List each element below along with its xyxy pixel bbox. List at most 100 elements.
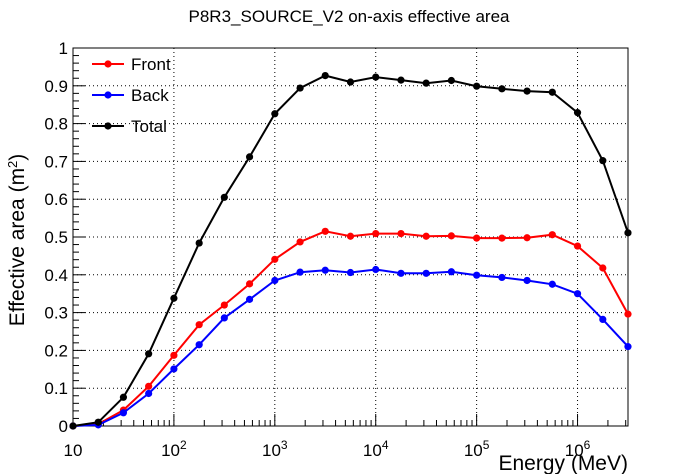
x-tick-label: 10	[64, 441, 83, 460]
data-point-front	[422, 232, 430, 240]
legend-label-back: Back	[131, 86, 169, 105]
x-tick-label: 106	[565, 438, 591, 460]
y-tick-label: 0.8	[44, 115, 68, 134]
data-point-total	[548, 88, 556, 96]
y-tick-label: 1	[59, 39, 68, 58]
data-point-front	[145, 382, 153, 390]
data-point-total	[145, 350, 153, 358]
data-point-front	[498, 234, 506, 242]
data-point-front	[397, 229, 405, 238]
data-point-front	[170, 351, 178, 359]
data-point-front	[372, 229, 380, 238]
legend-label-total: Total	[131, 117, 167, 136]
data-point-back	[346, 268, 355, 277]
data-point-total	[296, 84, 304, 92]
data-point-back	[271, 276, 279, 285]
legend-marker-back	[104, 91, 112, 99]
y-tick-label: 0.6	[44, 190, 68, 209]
y-axis-title: Effective area (m2)	[5, 154, 30, 327]
x-tick-label-base: 10	[565, 441, 584, 460]
data-point-total	[599, 157, 607, 165]
x-tick-label-exponent: 2	[180, 438, 187, 452]
data-point-back	[245, 295, 254, 303]
x-tick-label-base: 10	[464, 441, 483, 460]
data-point-front	[447, 232, 455, 240]
data-point-total	[69, 422, 77, 430]
grid-lines	[73, 48, 628, 426]
data-point-back	[372, 265, 380, 274]
data-point-back	[170, 365, 178, 373]
data-point-total	[321, 71, 329, 80]
data-point-total	[271, 110, 279, 118]
data-point-total	[573, 109, 582, 117]
data-point-total	[220, 193, 228, 201]
data-point-back	[321, 266, 329, 274]
data-point-back	[573, 290, 582, 298]
y-tick-label: 0.1	[44, 379, 68, 398]
data-point-front	[245, 280, 254, 288]
data-point-front	[599, 264, 607, 272]
y-axis-title-sup: 2	[5, 161, 20, 168]
data-point-front	[271, 255, 279, 263]
data-point-total	[523, 87, 531, 95]
data-point-front	[573, 242, 582, 250]
data-point-total	[372, 73, 380, 81]
x-tick-label: 105	[464, 438, 490, 460]
data-point-total	[447, 76, 455, 85]
data-point-total	[397, 76, 405, 84]
data-point-total	[498, 85, 506, 93]
data-point-total	[245, 153, 254, 161]
data-point-total	[195, 239, 203, 247]
data-point-back	[498, 273, 506, 282]
data-point-front	[624, 310, 632, 318]
data-point-total	[170, 294, 178, 302]
data-point-front	[321, 227, 329, 235]
data-point-front	[296, 238, 304, 246]
x-tick-label-base: 10	[64, 441, 83, 460]
data-point-back	[447, 268, 455, 276]
data-point-total	[624, 229, 632, 237]
y-tick-label: 0.5	[44, 228, 68, 247]
y-tick-label: 0.9	[44, 77, 68, 96]
data-point-total	[119, 393, 128, 401]
data-point-total	[473, 82, 481, 90]
x-tick-label-base: 10	[262, 441, 281, 460]
data-point-back	[548, 280, 556, 288]
legend: Front Back Total	[92, 55, 171, 136]
y-tick-label: 0.4	[44, 266, 68, 285]
x-tick-label: 103	[262, 438, 288, 460]
x-tick-label-base: 10	[161, 441, 180, 460]
data-point-front	[195, 321, 203, 329]
chart-title: P8R3_SOURCE_V2 on-axis effective area	[189, 7, 511, 26]
data-point-back	[397, 269, 405, 277]
data-point-total	[422, 79, 430, 87]
data-point-front	[548, 231, 556, 239]
x-axis-title: Energy (MeV)	[498, 452, 628, 474]
legend-marker-front	[104, 60, 112, 68]
data-point-front	[473, 234, 481, 242]
x-tick-label: 102	[161, 438, 187, 460]
data-point-back	[220, 314, 228, 322]
y-axis-title-main: Effective area (m	[6, 168, 29, 326]
x-tick-label-exponent: 6	[584, 438, 591, 452]
data-point-total	[346, 78, 355, 86]
data-point-back	[473, 271, 481, 279]
data-point-front	[220, 301, 228, 309]
data-point-front	[346, 232, 355, 240]
series-layer	[69, 71, 632, 430]
data-point-back	[422, 269, 430, 277]
y-tick-label: 0	[59, 417, 68, 436]
x-tick-label-exponent: 3	[281, 438, 288, 452]
y-tick-label: 0.3	[44, 304, 68, 323]
data-point-back	[599, 315, 607, 324]
y-tick-label: 0.7	[44, 152, 68, 171]
data-point-back	[523, 276, 531, 285]
x-tick-label: 104	[363, 438, 389, 460]
data-point-back	[624, 343, 632, 351]
legend-label-front: Front	[131, 55, 171, 74]
x-tick-label-exponent: 5	[483, 438, 490, 452]
y-axis-title-end: )	[6, 154, 29, 161]
y-tick-label: 0.2	[44, 341, 68, 360]
